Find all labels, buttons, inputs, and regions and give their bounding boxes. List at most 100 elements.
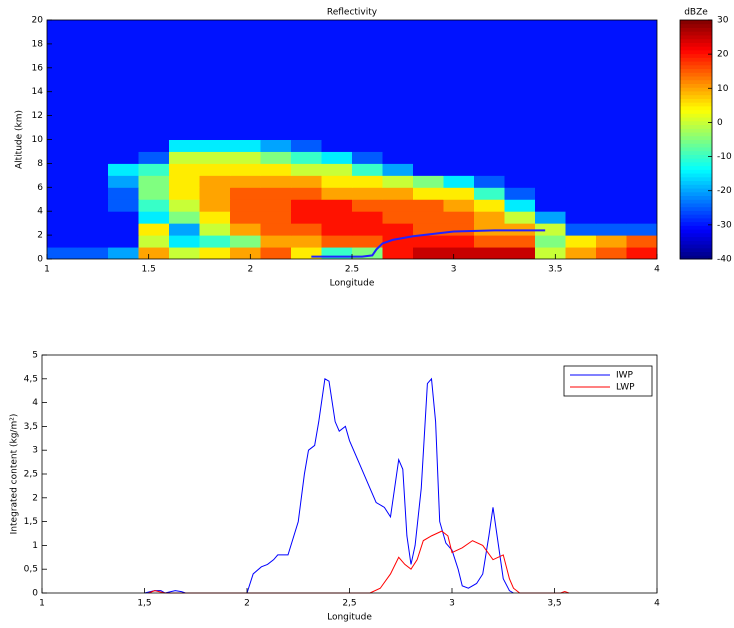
heat-cell xyxy=(443,223,475,236)
heat-cell xyxy=(352,235,383,248)
heat-cell xyxy=(321,163,353,176)
heat-cell xyxy=(474,199,505,212)
colorbar-step xyxy=(680,61,712,66)
colorbar-tick-label: -20 xyxy=(717,186,732,196)
heat-cell xyxy=(443,187,475,200)
heat-cell xyxy=(169,20,200,140)
y-tick-label: 5 xyxy=(32,351,38,361)
heat-cell xyxy=(138,235,170,248)
colorbar-step xyxy=(680,87,712,92)
heat-cell xyxy=(474,163,505,176)
y-tick-label: 0 xyxy=(37,255,43,265)
heat-cell xyxy=(596,151,627,164)
heat-cell xyxy=(47,20,78,140)
colorbar-step xyxy=(680,90,712,96)
data-line xyxy=(148,530,570,594)
heat-cell xyxy=(108,139,139,152)
colorbar-step xyxy=(680,255,712,260)
heat-cell xyxy=(352,151,383,164)
x-tick-label: 4 xyxy=(654,265,660,275)
colorbar-step xyxy=(680,34,712,40)
y-tick-label: 4,5 xyxy=(24,374,38,384)
heat-cell xyxy=(382,199,414,212)
heat-cell xyxy=(535,235,566,248)
heat-cell xyxy=(230,211,261,224)
heat-cell xyxy=(352,175,383,188)
heat-cell xyxy=(565,151,597,164)
colorbar-frame xyxy=(679,19,713,260)
heat-cell xyxy=(169,139,200,152)
heat-cell xyxy=(260,175,292,188)
heat-cell xyxy=(260,20,292,140)
heat-cell xyxy=(230,235,261,248)
heat-cell xyxy=(291,199,322,212)
colorbar-step xyxy=(680,210,712,215)
colorbar-step xyxy=(680,139,712,144)
x-tick-label: 2,5 xyxy=(342,599,356,609)
heat-cell xyxy=(626,247,657,259)
x-tick-label: 2 xyxy=(244,599,250,609)
heat-cell xyxy=(565,211,597,224)
heat-cell xyxy=(596,223,627,236)
y-tick-label: 3,5 xyxy=(24,422,38,432)
heat-cell xyxy=(199,151,231,164)
heat-cell xyxy=(291,223,322,236)
colorbar-step xyxy=(680,202,712,208)
heat-cell xyxy=(443,163,475,176)
heat-cell xyxy=(626,20,657,140)
heat-cell xyxy=(474,20,505,140)
heat-cell xyxy=(260,235,292,248)
colorbar-step xyxy=(680,214,712,219)
heat-cell xyxy=(291,211,322,224)
heat-cell xyxy=(108,151,139,164)
heat-cell xyxy=(291,247,322,259)
colorbar-step xyxy=(680,42,712,47)
y-tick-label: 16 xyxy=(32,63,44,73)
colorbar-step xyxy=(680,191,712,197)
heat-cell xyxy=(138,211,170,224)
heat-cell xyxy=(535,187,566,200)
heat-cell xyxy=(382,163,414,176)
colorbar-step xyxy=(680,217,712,223)
colorbar-step xyxy=(680,184,712,189)
heat-cell xyxy=(504,175,536,188)
y-tick-label: 1 xyxy=(32,541,38,551)
x-tick-label: 1,5 xyxy=(137,599,151,609)
heat-cell xyxy=(230,175,261,188)
heat-cell xyxy=(260,151,292,164)
heat-cell xyxy=(260,223,292,236)
heat-cell xyxy=(321,20,353,140)
heat-cell xyxy=(474,139,505,152)
heat-cell xyxy=(504,139,536,152)
heat-cell xyxy=(321,211,353,224)
heat-cell xyxy=(108,211,139,224)
y-axis-label: Integrated content (kg/m²) xyxy=(10,414,20,535)
heat-cell xyxy=(260,199,292,212)
heat-cell xyxy=(596,187,627,200)
heat-cell xyxy=(77,211,109,224)
colorbar-step xyxy=(680,64,712,70)
heat-cell xyxy=(169,247,200,259)
heat-cell xyxy=(138,20,170,140)
heat-cell xyxy=(291,151,322,164)
heat-cell xyxy=(108,247,139,259)
heat-cell xyxy=(474,223,505,236)
heat-cell xyxy=(535,163,566,176)
colorbar-step xyxy=(680,117,712,122)
colorbar-step xyxy=(680,221,712,226)
heat-cell xyxy=(626,187,657,200)
heat-cell xyxy=(260,139,292,152)
colorbar-step xyxy=(680,46,712,51)
heat-cell xyxy=(108,223,139,236)
x-tick-label: 3.5 xyxy=(548,265,562,275)
y-tick-label: 4 xyxy=(37,207,43,217)
legend-label: IWP xyxy=(616,371,634,381)
chart-title: Reflectivity xyxy=(327,8,378,18)
heat-cell xyxy=(565,187,597,200)
y-tick-label: 2 xyxy=(32,493,38,503)
heat-cell xyxy=(382,20,414,140)
heat-cell xyxy=(382,175,414,188)
heat-cell xyxy=(596,211,627,224)
heat-cell xyxy=(230,151,261,164)
heat-cell xyxy=(138,151,170,164)
